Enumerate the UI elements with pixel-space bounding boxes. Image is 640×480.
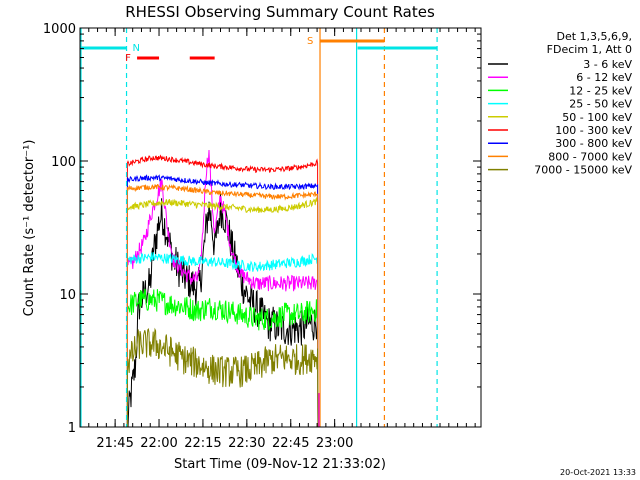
- x-axis-ticks: 21:45 22:00 22:15 22:30 22:45 23:00: [79, 28, 476, 451]
- flare-label-f: F: [125, 53, 131, 64]
- series-line-5: [126, 196, 319, 428]
- y-tick-label: 100: [51, 155, 76, 170]
- chart-title: RHESSI Observing Summary Count Rates: [125, 3, 435, 21]
- legend-header-line-1: Det 1,3,5,6,9,: [556, 30, 632, 43]
- legend-entry-label: 25 - 50 keV: [569, 98, 632, 111]
- annotation-layer: NF S: [80, 28, 438, 427]
- y-tick-label: 1: [68, 421, 76, 436]
- plot-frame: [79, 27, 482, 428]
- series-line-6: [126, 154, 319, 428]
- saa-label-n: N: [133, 43, 140, 54]
- y-axis-label: Count Rate (s⁻¹ detector⁻¹): [22, 140, 37, 317]
- series-line-3: [126, 288, 319, 428]
- x-tick-label: 22:30: [228, 436, 265, 451]
- legend-entry-label: 7000 - 15000 keV: [534, 164, 632, 177]
- series-line-9: [126, 327, 319, 428]
- y-tick-label: 10: [59, 288, 76, 303]
- x-axis-label: Start Time (09-Nov-12 21:33:02): [174, 457, 386, 472]
- x-tick-label: 22:15: [184, 436, 221, 451]
- x-tick-label: 23:00: [316, 436, 353, 451]
- legend-header-line-2: FDecim 1, Att 0: [547, 43, 632, 56]
- render-timestamp: 20-Oct-2021 13:33: [560, 468, 636, 477]
- y-axis-ticks: 1 10 100 1000: [43, 22, 481, 436]
- x-tick-label: 22:00: [140, 436, 177, 451]
- x-tick-label: 21:45: [96, 436, 133, 451]
- legend-entry-label: 3 - 6 keV: [583, 58, 632, 71]
- legend-entry-label: 12 - 25 keV: [569, 84, 632, 97]
- legend-entry-label: 800 - 7000 keV: [548, 150, 632, 163]
- legend-entry-label: 100 - 300 keV: [555, 124, 632, 137]
- series-layer: [126, 149, 319, 428]
- series-line-4: [126, 252, 319, 428]
- legend-entry-label: 6 - 12 keV: [576, 71, 632, 84]
- s-bar-label: S: [307, 36, 313, 47]
- x-tick-label: 22:45: [272, 436, 309, 451]
- series-line-7: [126, 174, 319, 428]
- legend-entry-label: 50 - 100 keV: [562, 111, 632, 124]
- legend-entry-label: 300 - 800 keV: [555, 137, 632, 150]
- series-line-8: [126, 183, 319, 428]
- legend: Det 1,3,5,6,9, FDecim 1, Att 0 3 - 6 keV…: [488, 30, 632, 177]
- y-tick-label: 1000: [43, 22, 76, 37]
